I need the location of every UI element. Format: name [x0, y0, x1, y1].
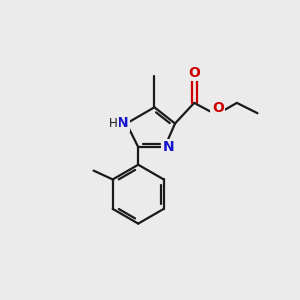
Text: O: O [188, 66, 200, 80]
Text: N: N [163, 140, 174, 154]
Text: N: N [117, 116, 128, 130]
Text: H: H [109, 117, 118, 130]
Text: O: O [212, 101, 224, 115]
